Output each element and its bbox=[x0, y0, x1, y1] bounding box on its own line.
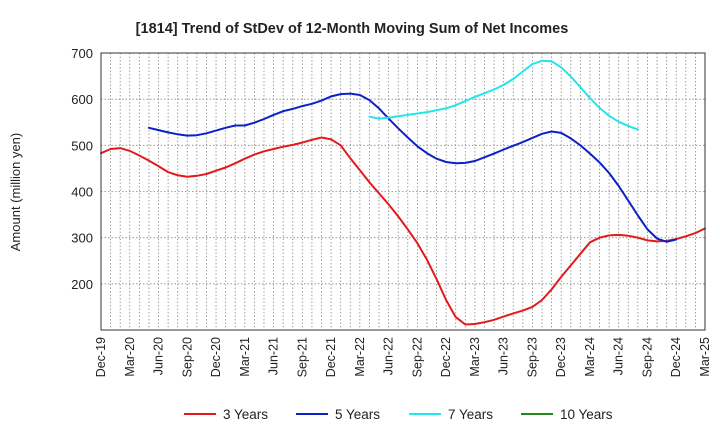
x-tick-label: Jun-24 bbox=[612, 337, 626, 375]
y-tick-label: 300 bbox=[71, 231, 93, 246]
x-tick-label: Dec-21 bbox=[324, 337, 338, 377]
y-axis-label: Amount (million yen) bbox=[8, 133, 23, 252]
x-axis-ticks: Dec-19 Mar-20 Jun-20 Sep-20 Dec-20 Mar-21 Jun-… bbox=[94, 337, 712, 377]
x-tick-label: Jun-20 bbox=[152, 337, 166, 375]
x-tick-label: Mar-21 bbox=[238, 337, 252, 377]
legend-label: 10 Years bbox=[560, 407, 613, 422]
chart-title: [1814] Trend of StDev of 12-Month Moving… bbox=[136, 21, 569, 37]
y-tick-label: 500 bbox=[71, 138, 93, 153]
plot-frame bbox=[100, 52, 706, 331]
x-tick-label: Sep-24 bbox=[640, 337, 654, 377]
x-tick-label: Sep-22 bbox=[410, 337, 424, 377]
legend-label: 5 Years bbox=[335, 407, 380, 422]
x-tick-label: Jun-23 bbox=[497, 337, 511, 375]
x-tick-label: Dec-19 bbox=[94, 337, 108, 377]
x-tick-label: Mar-25 bbox=[698, 337, 712, 377]
x-tick-label: Mar-22 bbox=[353, 337, 367, 377]
x-tick-label: Dec-23 bbox=[554, 337, 568, 377]
x-tick-label: Mar-23 bbox=[468, 337, 482, 377]
grid-lines bbox=[100, 52, 706, 330]
y-tick-label: 700 bbox=[71, 46, 93, 61]
x-tick-label: Dec-22 bbox=[439, 337, 453, 377]
x-tick-label: Sep-21 bbox=[295, 337, 309, 377]
y-axis-ticks: 200 300 400 500 600 700 bbox=[71, 46, 93, 292]
y-tick-label: 600 bbox=[71, 92, 93, 107]
series-lines bbox=[100, 59, 706, 326]
legend-label: 3 Years bbox=[223, 407, 268, 422]
x-tick-label: Dec-24 bbox=[669, 337, 683, 377]
x-tick-label: Sep-20 bbox=[180, 337, 194, 377]
series-line bbox=[100, 136, 706, 326]
x-tick-label: Sep-23 bbox=[525, 337, 539, 377]
series-line bbox=[147, 92, 678, 243]
x-tick-label: Jun-22 bbox=[382, 337, 396, 375]
legend: 3 Years 5 Years 7 Years 10 Years bbox=[184, 407, 613, 422]
y-tick-label: 400 bbox=[71, 185, 93, 200]
legend-label: 7 Years bbox=[448, 407, 493, 422]
x-tick-label: Jun-21 bbox=[267, 337, 281, 375]
x-tick-label: Dec-20 bbox=[209, 337, 223, 377]
y-tick-label: 200 bbox=[71, 277, 93, 292]
x-tick-label: Mar-20 bbox=[123, 337, 137, 377]
series-line bbox=[368, 59, 639, 131]
x-tick-label: Mar-24 bbox=[583, 337, 597, 377]
